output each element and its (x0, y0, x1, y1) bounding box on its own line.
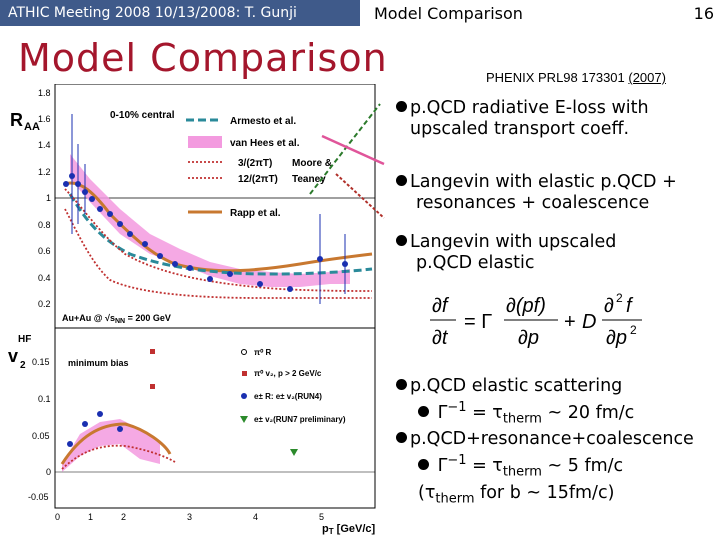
centrality-label: 0-10% central (110, 110, 175, 121)
legend-moore-1: 3/(2πT) (238, 158, 272, 169)
moore-curve-1 (64, 188, 373, 292)
header-meeting-info: ATHIC Meeting 2008 10/13/2008: T. Gunji (0, 0, 360, 26)
v2-data-points (67, 349, 298, 456)
bullet-2-line-2: resonances + coalescence (416, 193, 650, 213)
x-tick: 4 (253, 512, 258, 522)
raa-legend: 0-10% central Armesto et al. van Hees et… (110, 110, 332, 219)
x-tick: 3 (187, 512, 192, 522)
svg-text:∂: ∂ (604, 295, 614, 317)
svg-text:f: f (626, 295, 634, 317)
bullet-list-top: p.QCD radiative E-loss with upscaled tra… (396, 98, 649, 140)
bullet-1-line-1: p.QCD radiative E-loss with (396, 98, 649, 119)
bullet-list-top-2: Langevin with elastic p.QCD + resonances… (396, 172, 677, 214)
bullet-5-note: (τtherm for b ~ 15fm/c) (418, 482, 615, 507)
x-tick: 5 (319, 512, 324, 522)
raa-axis-label: R (10, 110, 23, 130)
reference-year: (2007) (628, 70, 666, 85)
arrows (309, 103, 385, 219)
raa-tick: 1 (46, 193, 51, 203)
svg-text:∂(pf): ∂(pf) (506, 295, 546, 317)
bullet-4-sub: Γ−1 = τtherm ~ 20 fm/c (396, 397, 694, 429)
raa-tick: 0.2 (38, 299, 51, 309)
legend-moore-4: Teaney (292, 174, 326, 185)
v2-legend-1: π⁰ v₂, p > 2 GeV/c (254, 369, 322, 378)
moore-curve-2 (64, 208, 372, 299)
bullet-5-sub: Γ−1 = τtherm ~ 5 fm/c (396, 450, 694, 482)
slide-header: ATHIC Meeting 2008 10/13/2008: T. Gunji … (0, 0, 720, 26)
svg-text:∂f: ∂f (432, 295, 450, 317)
armesto-curve (68, 193, 373, 276)
x-tick: 2 (121, 512, 126, 522)
v2-ticks: 0.15 0.1 0.05 0 -0.05 (28, 357, 51, 502)
svg-text:∂p: ∂p (606, 327, 627, 349)
bullet-2-line-1: Langevin with elastic p.QCD + (396, 172, 677, 193)
arrow-red (335, 173, 385, 219)
min-bias-label: minimum bias (68, 358, 129, 368)
reference-text: PHENIX PRL98 173301 (486, 70, 629, 85)
bullet-4-line-1: p.QCD elastic scattering (396, 376, 694, 397)
svg-text:+: + (564, 311, 576, 333)
legend-moore-3: Moore & (292, 158, 332, 169)
langevin-equation: ∂f∂t = Γ ∂(pf)∂p + D ∂ 2 f ∂p 2 (430, 291, 642, 349)
raa-ticks: 1.8 1.6 1.4 1.2 1 0.8 0.6 0.4 0.2 (38, 88, 51, 309)
raa-tick: 0.8 (38, 220, 51, 230)
arrow-pink (321, 134, 385, 166)
bullet-list-top-3: Langevin with upscaled p.QCD elastic (396, 232, 616, 274)
v2-tick: 0 (46, 467, 51, 477)
v2-tick: -0.05 (28, 492, 49, 502)
x-ticks: 0 1 2 3 4 5 (55, 512, 324, 522)
legend-armesto: Armesto et al. (230, 116, 296, 127)
header-title: Model Comparison (374, 4, 523, 23)
svg-text:D: D (582, 311, 596, 333)
raa-tick: 1.4 (38, 140, 51, 150)
v2-vanhees-band (62, 419, 160, 472)
v2-moore (61, 444, 176, 470)
svg-text:∂t: ∂t (432, 327, 449, 349)
model-comparison-plot: R AA 1.8 1.6 1.4 1.2 1 0.8 0.6 0.4 0.2 (8, 84, 385, 536)
v2-legend-3: e± v₂(RUN7 preliminary) (254, 415, 346, 424)
svg-text:2: 2 (630, 323, 637, 337)
v2-legend: π⁰ R π⁰ v₂, p > 2 GeV/c e± R: e± v₂(RUN4… (240, 348, 346, 424)
v2-legend-2: e± R: e± v₂(RUN4) (254, 392, 322, 401)
system-label: Au+Au @ √sNN = 200 GeV (62, 313, 171, 325)
raa-tick: 1.8 (38, 88, 51, 98)
v2-rapp (60, 422, 172, 465)
svg-text:2: 2 (616, 291, 623, 305)
v2-tick: 0.1 (38, 394, 51, 404)
raa-tick: 0.4 (38, 273, 51, 283)
legend-moore-2: 12/(2πT) (238, 174, 278, 185)
svg-text:∂p: ∂p (518, 327, 539, 349)
raa-tick: 1.2 (38, 167, 51, 177)
bullet-3-line-2: p.QCD elastic (416, 253, 535, 273)
raa-panel: R AA 1.8 1.6 1.4 1.2 1 0.8 0.6 0.4 0.2 (10, 84, 376, 329)
bullet-1-line-2: upscaled transport coeff. (410, 119, 630, 139)
v2-tick: 0.05 (32, 431, 50, 441)
legend-rapp: Rapp et al. (230, 208, 281, 219)
svg-text:= Γ: = Γ (464, 311, 492, 333)
slide-title: Model Comparison (18, 36, 388, 80)
reference: PHENIX PRL98 173301 (2007) (486, 70, 666, 85)
bullet-list-bottom: p.QCD elastic scattering Γ−1 = τtherm ~ … (396, 376, 694, 509)
page-number: 16 (693, 4, 714, 23)
v2-tick: 0.15 (32, 357, 50, 367)
v2-panel: v HF 2 0.15 0.1 0.05 0 -0.05 minimum bia… (8, 327, 376, 536)
v2-axis-sub: 2 (20, 360, 26, 371)
arrow-green (309, 103, 381, 195)
bullet-3-line-1: Langevin with upscaled (396, 232, 616, 253)
header-right: Model Comparison 16 (360, 0, 720, 26)
bullet-5-line-1: p.QCD+resonance+coalescence (396, 429, 694, 450)
legend-vanhees: van Hees et al. (230, 138, 300, 149)
raa-tick: 1.6 (38, 114, 51, 124)
x-tick: 1 (88, 512, 93, 522)
v2-axis-label: v (8, 346, 18, 366)
raa-axis-sub: AA (24, 121, 40, 133)
raa-tick: 0.6 (38, 246, 51, 256)
v2-legend-0: π⁰ R (254, 348, 272, 357)
v2-axis-sup: HF (18, 334, 31, 345)
raa-error-bars (71, 114, 346, 304)
x-axis-label: pT [GeV/c] (322, 523, 376, 536)
x-tick: 0 (55, 512, 60, 522)
